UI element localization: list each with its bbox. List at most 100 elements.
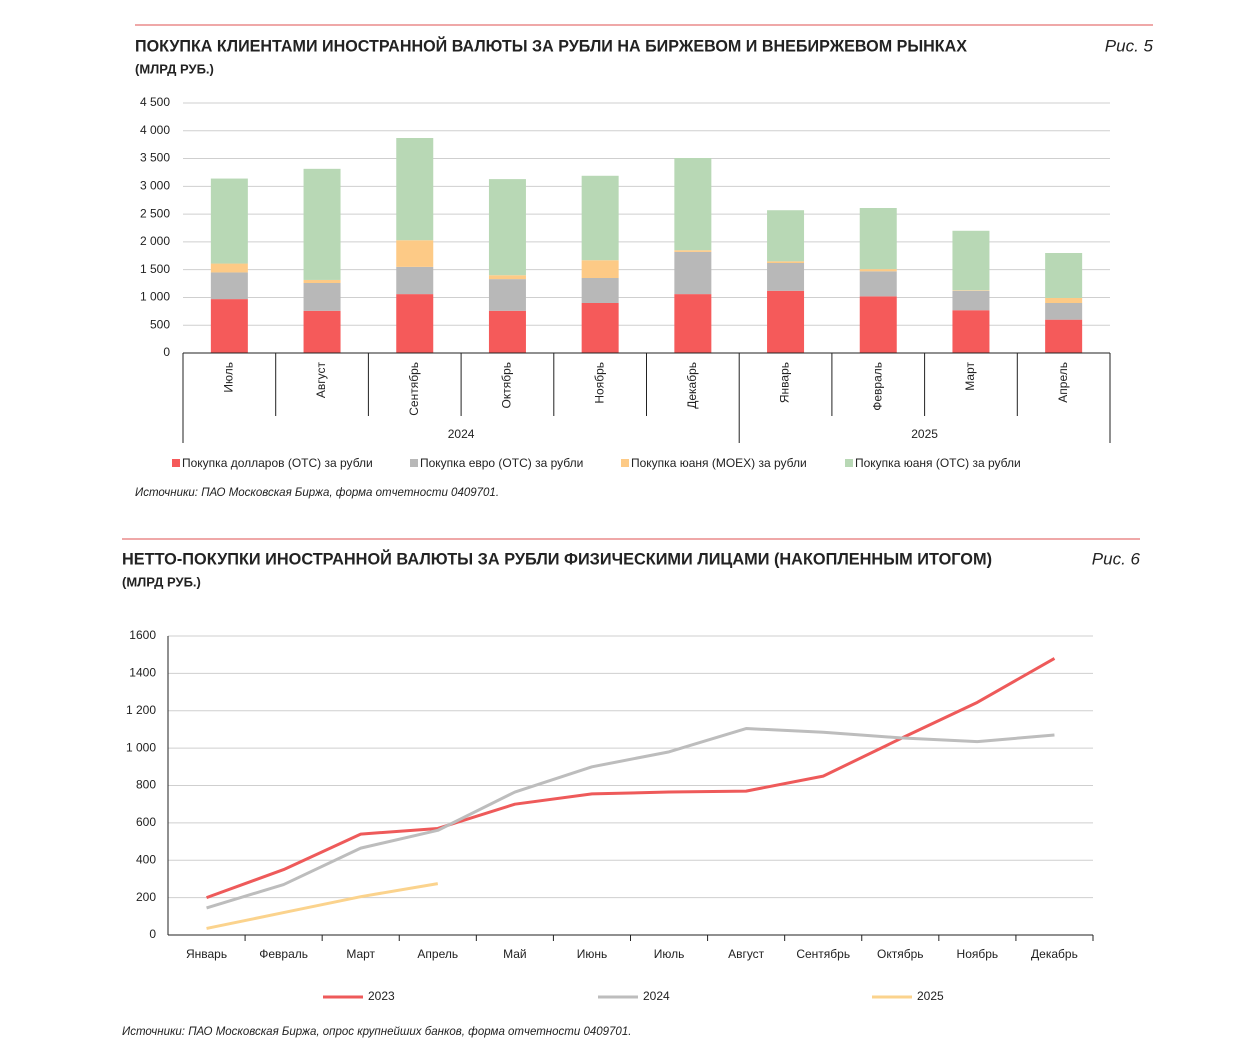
legend-label: 2024 (643, 989, 670, 1003)
bar-segment (1045, 253, 1083, 298)
y-tick-label: 0 (163, 345, 170, 359)
bar-segment (767, 210, 805, 262)
bar-segment (488, 275, 526, 280)
bar-segment (210, 272, 248, 300)
bar-segment (303, 283, 341, 311)
y-tick-label: 200 (136, 890, 156, 904)
legend-swatch (172, 459, 180, 467)
bar-segment (952, 290, 990, 291)
legend-label: Покупка долларов (ОТС) за рубли (182, 456, 373, 470)
figure-label: Рис. 5 (1105, 36, 1154, 55)
y-tick-label: 400 (136, 852, 156, 866)
y-tick-label: 4 000 (140, 123, 170, 137)
legend-label: 2023 (368, 989, 395, 1003)
x-tick-label: Январь (186, 947, 227, 961)
line-series (206, 657, 1056, 900)
bar-segment (952, 230, 990, 291)
bar-segment (859, 208, 897, 270)
x-tick-label: Апрель (417, 947, 458, 961)
bar-segment (210, 299, 248, 353)
x-tick-label: Июнь (577, 947, 608, 961)
bar-segment (581, 303, 619, 353)
line-series (206, 727, 1055, 910)
y-tick-label: 2 000 (140, 234, 170, 248)
source: Источники: ПАО Московская Биржа, опрос к… (122, 1026, 631, 1038)
x-tick-label: Сентябрь (796, 947, 850, 961)
figure-label: Рис. 6 (1092, 549, 1141, 568)
bar-segment (767, 261, 805, 263)
legend-swatch (845, 459, 853, 467)
x-tick-label: Апрель (1056, 362, 1070, 403)
chart-subtitle: (МЛРД РУБ.) (135, 61, 214, 76)
x-tick-label: Октябрь (877, 947, 924, 961)
bar-segment (488, 179, 526, 276)
x-tick-label: Ноябрь (592, 362, 606, 404)
legend-label: Покупка юаня (МОЕХ) за рубли (631, 456, 807, 470)
source: Источники: ПАО Московская Биржа, форма о… (135, 487, 499, 499)
legend-label: Покупка евро (ОТС) за рубли (420, 456, 583, 470)
x-tick-label: Март (346, 947, 375, 961)
x-tick-label: Январь (778, 362, 792, 403)
legend-swatch (621, 459, 629, 467)
bar-segment (396, 266, 434, 295)
bar-segment (1045, 319, 1083, 353)
y-tick-label: 1600 (129, 628, 156, 642)
y-tick-label: 1 500 (140, 262, 170, 276)
y-tick-label: 2 500 (140, 206, 170, 220)
bar-segment (488, 279, 526, 311)
x-tick-label: Август (728, 947, 765, 961)
bar-segment (396, 138, 434, 241)
legend-label: Покупка юаня (ОТС) за рубли (855, 456, 1021, 470)
x-tick-label: Июль (222, 362, 236, 393)
x-tick-label: Ноябрь (957, 947, 999, 961)
bar-segment (767, 290, 805, 353)
x-tick-label: Декабрь (685, 362, 699, 409)
bar-segment (767, 263, 805, 291)
bar-segment (581, 278, 619, 303)
bar-segment (581, 175, 619, 261)
bar-segment (210, 178, 248, 264)
bar-segment (396, 294, 434, 353)
bar-segment (303, 310, 341, 353)
bar-segment (210, 263, 248, 273)
bar-segment (859, 271, 897, 297)
y-tick-label: 800 (136, 778, 156, 792)
x-tick-label: Май (503, 947, 527, 961)
y-tick-label: 1 000 (140, 290, 170, 304)
bar-segment (674, 251, 712, 295)
legend-swatch (410, 459, 418, 467)
y-tick-label: 4 500 (140, 95, 170, 109)
y-tick-label: 500 (150, 317, 170, 331)
chart-subtitle: (МЛРД РУБ.) (122, 574, 201, 589)
y-tick-label: 3 500 (140, 151, 170, 165)
bar-segment (303, 168, 341, 280)
y-tick-label: 1400 (129, 666, 156, 680)
y-tick-label: 3 000 (140, 179, 170, 193)
x-tick-label: Февраль (870, 362, 884, 411)
x-tick-label: Март (963, 362, 977, 391)
bar-segment (859, 269, 897, 272)
bar-segment (674, 294, 712, 353)
chart-title: ПОКУПКА КЛИЕНТАМИ ИНОСТРАННОЙ ВАЛЮТЫ ЗА … (135, 36, 968, 55)
bar-segment (674, 158, 712, 251)
bar-segment (859, 296, 897, 353)
y-tick-label: 1 000 (126, 740, 156, 754)
bar-segment (952, 310, 990, 353)
legend-label: 2025 (917, 989, 944, 1003)
chart-title: НЕТТО-ПОКУПКИ ИНОСТРАННОЙ ВАЛЮТЫ ЗА РУБЛ… (122, 549, 992, 568)
y-tick-label: 0 (149, 927, 156, 941)
x-tick-label: Июль (654, 947, 685, 961)
bar-segment (581, 260, 619, 278)
bar-segment (674, 250, 712, 252)
y-tick-label: 600 (136, 815, 156, 829)
bar-segment (396, 240, 434, 267)
x-tick-label: Сентябрь (407, 362, 421, 416)
bar-segment (1045, 298, 1083, 303)
group-label: 2024 (448, 427, 475, 441)
bar-segment (303, 279, 341, 283)
x-tick-label: Август (314, 362, 328, 399)
x-tick-label: Октябрь (500, 362, 514, 409)
x-tick-label: Декабрь (1031, 947, 1078, 961)
x-tick-label: Февраль (259, 947, 308, 961)
